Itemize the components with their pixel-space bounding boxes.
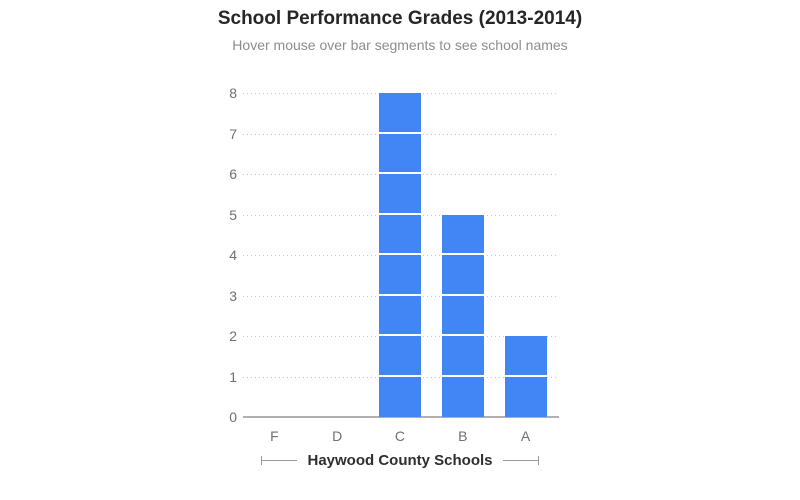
x-axis-title-row: Haywood County Schools bbox=[0, 451, 800, 469]
x-tick-label: F bbox=[270, 428, 279, 444]
bar-segment[interactable] bbox=[441, 336, 484, 377]
y-tick-label: 0 bbox=[229, 409, 237, 425]
bar-segment[interactable] bbox=[379, 295, 421, 336]
bar-segment[interactable] bbox=[504, 336, 547, 377]
x-tick-label: A bbox=[520, 428, 531, 444]
axis-extent-cap-right bbox=[502, 455, 539, 465]
y-tick-label: 3 bbox=[229, 287, 237, 304]
bar-segment[interactable] bbox=[441, 255, 484, 296]
bar-segment[interactable] bbox=[441, 295, 484, 336]
bar-segment[interactable] bbox=[379, 214, 421, 255]
bar-segment[interactable] bbox=[379, 336, 421, 377]
y-tick-label: 2 bbox=[229, 328, 237, 344]
x-tick-label: C bbox=[394, 428, 406, 444]
chart-subtitle: Hover mouse over bar segments to see sch… bbox=[232, 37, 568, 53]
bar-segment[interactable] bbox=[441, 214, 484, 255]
y-tick-label: 5 bbox=[229, 206, 237, 223]
chart-title: School Performance Grades (2013-2014) bbox=[217, 8, 583, 29]
y-tick-label: 1 bbox=[229, 368, 237, 385]
plot-area bbox=[243, 93, 559, 418]
bar-segment[interactable] bbox=[379, 255, 421, 296]
x-tick-label: D bbox=[332, 428, 343, 444]
bar-segment[interactable] bbox=[379, 376, 421, 417]
y-tick-label: 7 bbox=[229, 125, 237, 142]
bar-segment[interactable] bbox=[504, 376, 547, 417]
x-tick-label: B bbox=[458, 428, 468, 444]
bar-segment[interactable] bbox=[441, 376, 484, 417]
y-tick-label: 4 bbox=[229, 247, 237, 263]
x-axis-line bbox=[243, 416, 559, 418]
bar-segment[interactable] bbox=[379, 133, 421, 174]
y-tick-label: 6 bbox=[229, 166, 237, 182]
bar-segment[interactable] bbox=[379, 93, 421, 134]
y-tick-label: 8 bbox=[229, 85, 237, 101]
bar-segment[interactable] bbox=[379, 174, 421, 215]
axis-extent-cap-left bbox=[261, 455, 298, 465]
x-axis-title: Haywood County Schools bbox=[307, 451, 493, 469]
